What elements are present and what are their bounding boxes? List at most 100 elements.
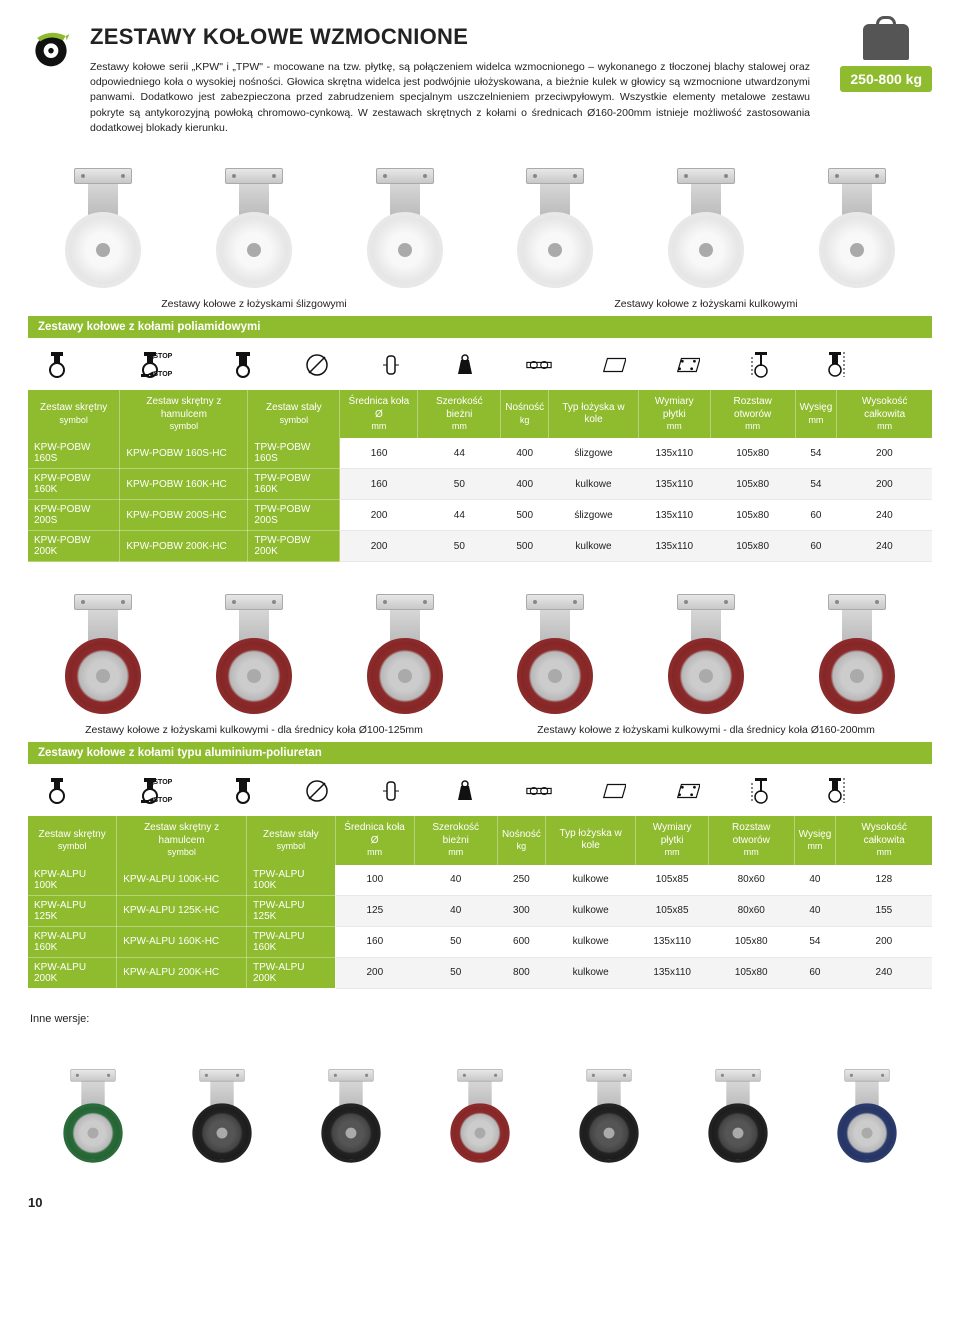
table-cell: 40 — [794, 895, 836, 926]
offset-icon — [748, 776, 774, 806]
table-cell: 105x80 — [710, 531, 795, 562]
table-cell: TPW-ALPU 100K — [247, 865, 336, 896]
table-cell: KPW-POBW 160S-HC — [120, 438, 248, 469]
caption-row: Zestawy kołowe z łożyskami ślizgowymi Ze… — [28, 298, 932, 310]
table-cell: 600 — [497, 926, 545, 957]
table-cell: 105x80 — [708, 926, 794, 957]
table-cell: 40 — [414, 895, 497, 926]
table-cell: 135x110 — [636, 957, 708, 988]
table-cell: TPW-ALPU 160K — [247, 926, 336, 957]
product-image — [204, 584, 304, 714]
height-icon — [822, 776, 848, 806]
table-cell: 240 — [836, 957, 932, 988]
table-cell: 105x85 — [636, 865, 708, 896]
table-row: KPW-POBW 200SKPW-POBW 200S-HCTPW-POBW 20… — [28, 500, 932, 531]
table-cell: ślizgowe — [549, 438, 639, 469]
table-row: KPW-ALPU 160KKPW-ALPU 160K-HCTPW-ALPU 16… — [28, 926, 932, 957]
table-cell: 80x60 — [708, 865, 794, 896]
caption-right: Zestawy kołowe z łożyskami kulkowymi — [480, 298, 932, 310]
table-cell: kulkowe — [549, 531, 639, 562]
load-icon — [452, 776, 478, 806]
col-header: Wysięgmm — [795, 390, 837, 438]
table-cell: KPW-ALPU 200K — [28, 957, 117, 988]
col-header: Zestaw skrętnysymbol — [28, 816, 117, 864]
table-cell: 44 — [418, 438, 501, 469]
table-cell: 240 — [837, 531, 932, 562]
table-cell: KPW-POBW 160K — [28, 469, 120, 500]
table-cell: kulkowe — [545, 926, 636, 957]
intro-paragraph: Zestawy kołowe serii „KPW" i „TPW" - moc… — [90, 60, 810, 136]
offset-icon — [748, 350, 774, 380]
product-image — [312, 1061, 390, 1162]
table-cell: 60 — [795, 531, 837, 562]
col-header: Wysokość całkowitamm — [837, 390, 932, 438]
table-cell: KPW-POBW 200S — [28, 500, 120, 531]
table-cell: 135x110 — [636, 926, 708, 957]
width-icon — [378, 350, 404, 380]
caption-right: Zestawy kołowe z łożyskami kulkowymi - d… — [480, 724, 932, 736]
table-head: Zestaw skrętnysymbol Zestaw skrętny z ha… — [28, 816, 932, 864]
table-cell: ślizgowe — [549, 500, 639, 531]
load-capacity-badge: 250-800 kg — [840, 24, 932, 92]
table-cell: 135x110 — [638, 469, 710, 500]
product-image — [570, 1061, 648, 1162]
table-row: KPW-ALPU 125KKPW-ALPU 125K-HCTPW-ALPU 12… — [28, 895, 932, 926]
col-header: Nośnośćkg — [501, 390, 549, 438]
table-cell: 105x85 — [636, 895, 708, 926]
table-cell: kulkowe — [549, 469, 639, 500]
col-header: Nośnośćkg — [497, 816, 545, 864]
table-cell: 200 — [837, 438, 932, 469]
hole-spacing-icon — [674, 776, 700, 806]
table-cell: 100 — [335, 865, 414, 896]
hole-spacing-icon — [674, 350, 700, 380]
table-row: KPW-POBW 160KKPW-POBW 160K-HCTPW-POBW 16… — [28, 469, 932, 500]
table-cell: 800 — [497, 957, 545, 988]
col-header: Zestaw stałysymbol — [248, 390, 340, 438]
swivel-brake-icon: ◀STOP ◀STOP — [118, 776, 182, 806]
col-header: Zestaw skrętnysymbol — [28, 390, 120, 438]
table-cell: 200 — [335, 957, 414, 988]
product-image — [656, 584, 756, 714]
product-image — [807, 158, 907, 288]
plate-dim-icon — [600, 776, 626, 806]
swivel-icon — [44, 350, 70, 380]
col-header: Zestaw skrętny z hamulcemsymbol — [120, 390, 248, 438]
table-head: Zestaw skrętnysymbol Zestaw skrętny z ha… — [28, 390, 932, 438]
table-cell: 135x110 — [638, 500, 710, 531]
table-cell: 240 — [837, 500, 932, 531]
product-image — [355, 158, 455, 288]
table-cell: 40 — [794, 865, 836, 896]
table-cell: KPW-POBW 160K-HC — [120, 469, 248, 500]
table-cell: 105x80 — [708, 957, 794, 988]
col-header: Wymiary płytkimm — [636, 816, 708, 864]
swivel-icon — [44, 776, 70, 806]
table-cell: 200 — [836, 926, 932, 957]
product-image — [656, 158, 756, 288]
table-cell: KPW-ALPU 100K-HC — [117, 865, 247, 896]
table-cell: KPW-ALPU 125K-HC — [117, 895, 247, 926]
table-cell: 250 — [497, 865, 545, 896]
stop-label: ◀STOP — [148, 796, 172, 804]
table-cell: 54 — [795, 469, 837, 500]
spec-table-2: Zestaw skrętnysymbol Zestaw skrętny z ha… — [28, 816, 932, 988]
col-header: Wymiary płytkimm — [638, 390, 710, 438]
width-icon — [378, 776, 404, 806]
table-cell: 105x80 — [710, 438, 795, 469]
table-cell: 200 — [837, 469, 932, 500]
col-header: Rozstaw otworówmm — [710, 390, 795, 438]
product-image — [53, 158, 153, 288]
table-cell: 54 — [795, 438, 837, 469]
stop-label: ◀STOP — [148, 370, 172, 378]
table-cell: TPW-ALPU 125K — [247, 895, 336, 926]
col-header: Średnica koła Ømm — [340, 390, 418, 438]
col-header: Zestaw skrętny z hamulcemsymbol — [117, 816, 247, 864]
table-cell: TPW-POBW 160S — [248, 438, 340, 469]
table-cell: 160 — [340, 438, 418, 469]
table-row: KPW-ALPU 200KKPW-ALPU 200K-HCTPW-ALPU 20… — [28, 957, 932, 988]
table-cell: 160 — [335, 926, 414, 957]
col-header: Średnica koła Ømm — [335, 816, 414, 864]
table-cell: KPW-ALPU 160K-HC — [117, 926, 247, 957]
height-icon — [822, 350, 848, 380]
col-header: Wysokość całkowitamm — [836, 816, 932, 864]
col-header: Wysięgmm — [794, 816, 836, 864]
